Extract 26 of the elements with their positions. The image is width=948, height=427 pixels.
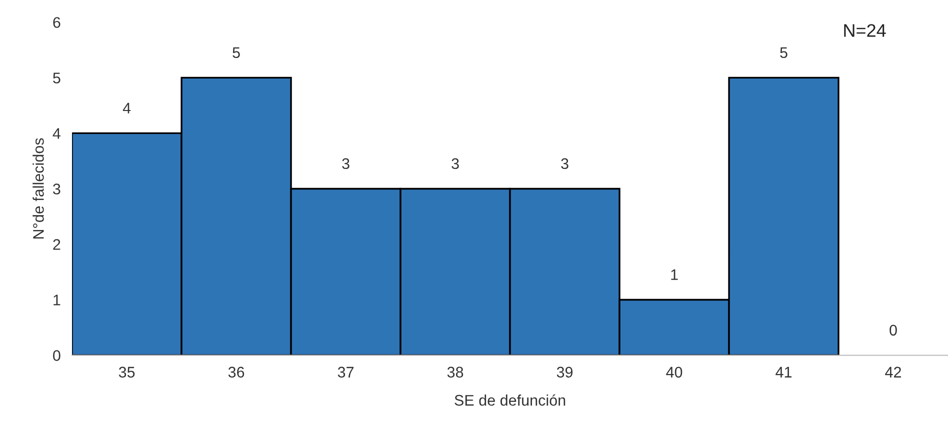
x-tick-label: 36 [228,366,244,378]
y-tick-label: 2 [53,239,60,250]
x-tick-label: 38 [447,366,464,378]
annotation: N=24 [844,24,886,37]
y-tick-label: 0 [53,350,60,361]
y-tick-label: 1 [54,294,60,306]
x-tick-label: 41 [776,366,792,378]
y-tick-label: 4 [52,128,60,139]
y-axis-title: N°de fallecidos [32,138,44,239]
x-tick-label: 35 [118,366,135,378]
x-tick-label: 37 [338,366,354,378]
data-label: 3 [561,158,568,170]
x-tick-label: 40 [666,366,682,378]
data-label: 5 [780,47,788,58]
x-axis-title: SE de defunción [454,394,566,406]
y-tick-label: 6 [53,17,60,28]
data-label: 5 [232,47,240,58]
data-label: 3 [452,158,459,170]
y-tick-label: 3 [53,184,60,194]
x-tick-label: 39 [556,366,573,378]
y-tick-label: 5 [53,72,60,84]
data-label: 1 [671,269,678,280]
data-label: 0 [890,324,897,336]
data-label: 4 [122,102,131,114]
x-tick-label: 42 [885,366,901,378]
data-label: 3 [342,158,350,170]
